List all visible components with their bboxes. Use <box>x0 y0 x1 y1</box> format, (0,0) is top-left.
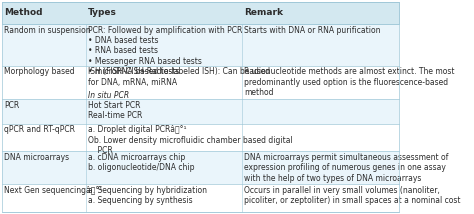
Bar <box>2 184 399 212</box>
Bar <box>2 2 399 24</box>
Text: ISH (FISH-CISH-Radio-labeled ISH): Can be used
for DNA, mRNA, miRNA: ISH (FISH-CISH-Radio-labeled ISH): Can b… <box>88 67 270 97</box>
Bar <box>2 66 399 99</box>
Text: DNA microarrays: DNA microarrays <box>4 153 69 162</box>
Text: DNA microarrays permit simultaneous assessment of
expression profiling of numero: DNA microarrays permit simultaneous asse… <box>245 153 449 183</box>
Text: Random in suspension: Random in suspension <box>4 25 91 34</box>
Text: Hot Start PCR
Real-time PCR: Hot Start PCR Real-time PCR <box>88 101 143 120</box>
Bar <box>2 99 399 124</box>
Text: PCR: PCR <box>4 101 19 110</box>
Text: qPCR and RT-qPCR: qPCR and RT-qPCR <box>4 125 75 134</box>
Text: Radionucleotide methods are almost extinct. The most
predominantly used option i: Radionucleotide methods are almost extin… <box>245 67 455 97</box>
Text: a. cDNA microarrays chip
b. oligonucleotide/DNA chip: a. cDNA microarrays chip b. oligonucleot… <box>88 153 195 172</box>
Text: Occurs in parallel in very small volumes (nanoliter,
picoliter, or zeptoliter) i: Occurs in parallel in very small volumes… <box>245 186 461 205</box>
Text: PCR: Followed by amplification with PCR
• DNA based tests
• RNA based tests
• Me: PCR: Followed by amplification with PCR … <box>88 25 243 76</box>
Bar <box>2 151 399 184</box>
Text: In situ PCR: In situ PCR <box>88 91 129 100</box>
Bar <box>2 124 399 151</box>
Text: Remark: Remark <box>245 9 283 18</box>
Text: Starts with DNA or RNA purification: Starts with DNA or RNA purification <box>245 25 381 34</box>
Text: Morphology based: Morphology based <box>4 67 74 76</box>
Text: a. Droplet digital PCRâ°¹
Ob. Lower density microfluidic chamber based digital
: a. Droplet digital PCRâ°¹ Ob. Lower den… <box>88 125 293 155</box>
Text: a. Sequencing by hybridization
a. Sequencing by synthesis: a. Sequencing by hybridization a. Sequen… <box>88 186 207 205</box>
Bar <box>2 24 399 66</box>
Text: Types: Types <box>88 9 117 18</box>
Text: Method: Method <box>4 9 43 18</box>
Text: Next Gen sequencingâ°¹: Next Gen sequencingâ°¹ <box>4 186 102 195</box>
